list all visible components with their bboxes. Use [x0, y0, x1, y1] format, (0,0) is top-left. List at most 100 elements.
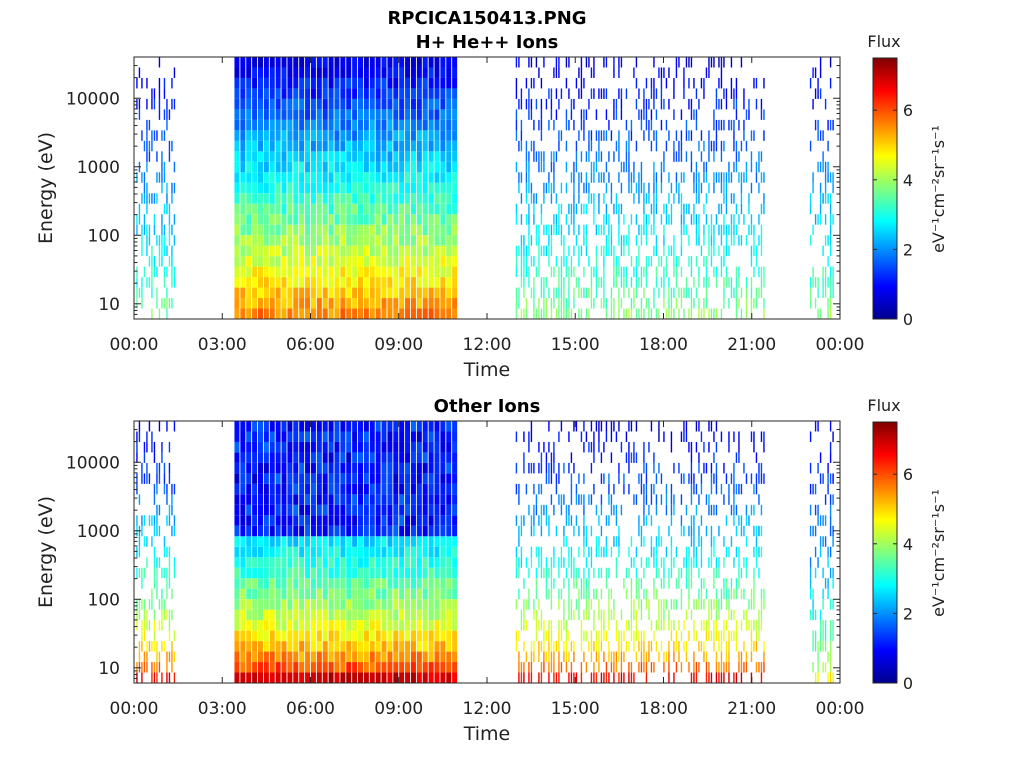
spectrogram-bin — [293, 515, 299, 526]
spectrogram-bin — [523, 266, 525, 278]
spectrogram-bin — [369, 494, 375, 505]
spectrogram-bin — [416, 609, 422, 621]
spectrogram-bin — [299, 224, 305, 236]
spectrogram-bin — [168, 298, 171, 309]
spectrogram-bin — [718, 77, 720, 89]
spectrogram-bin — [648, 130, 650, 141]
spectrogram-bin — [287, 525, 293, 537]
spectrogram-bin — [653, 287, 655, 299]
spectrogram-bin — [563, 557, 565, 568]
spectrogram-bin — [166, 308, 168, 319]
spectrogram-bin — [603, 287, 605, 299]
y-tick-label: 10 — [98, 659, 120, 679]
spectrogram-bin — [608, 235, 610, 246]
spectrogram-bin — [369, 641, 375, 652]
spectrogram-bin — [381, 182, 387, 194]
spectrogram-bin — [168, 651, 171, 663]
spectrogram-bin — [655, 182, 658, 194]
spectrogram-bin — [563, 536, 565, 547]
spectrogram-bin — [530, 662, 533, 673]
spectrogram-bin — [138, 431, 141, 442]
spectrogram-bin — [275, 77, 281, 89]
spectrogram-bin — [287, 462, 293, 474]
spectrogram-bin — [316, 235, 322, 246]
spectrogram-bin — [263, 588, 269, 600]
spectrogram-bin — [322, 441, 328, 453]
spectrogram-bin — [161, 182, 163, 194]
spectrogram-bin — [369, 421, 375, 432]
spectrogram-bin — [750, 287, 753, 299]
spectrogram-bin — [240, 557, 246, 568]
spectrogram-bin — [393, 441, 399, 453]
spectrogram-bin — [703, 578, 705, 589]
spectrogram-bin — [755, 662, 758, 673]
spectrogram-bin — [358, 98, 364, 110]
spectrogram-bin — [738, 452, 740, 463]
spectrogram-bin — [340, 67, 346, 78]
spectrogram-bin — [528, 266, 530, 278]
spectrogram-bin — [234, 483, 240, 495]
spectrogram-bin — [369, 77, 375, 89]
spectrogram-bin — [608, 515, 610, 526]
spectrogram-bin — [416, 57, 422, 68]
spectrogram-bin — [728, 119, 730, 131]
spectrogram-bin — [358, 47, 363, 57]
spectrogram-bin — [635, 567, 638, 579]
spectrogram-bin — [161, 130, 163, 141]
spectrogram-bin — [352, 599, 358, 610]
spectrogram-bin — [545, 462, 548, 474]
spectrogram-bin — [422, 588, 428, 600]
spectrogram-bin — [316, 494, 322, 505]
spectrogram-bin — [523, 308, 525, 319]
spectrogram-bin — [240, 441, 246, 453]
spectrogram-bin — [252, 546, 258, 558]
spectrogram-bin — [755, 536, 758, 547]
spectrogram-bin — [618, 235, 620, 246]
spectrogram-bin — [520, 277, 523, 288]
spectrogram-bin — [275, 151, 281, 162]
spectrogram-bin — [399, 308, 405, 319]
spectrogram-bin — [240, 504, 246, 516]
spectrogram-bin — [440, 525, 446, 537]
y-tick-label: 10000 — [66, 89, 120, 109]
spectrogram-bin — [824, 182, 827, 194]
spectrogram-bin — [322, 630, 328, 642]
spectrogram-bin — [698, 140, 700, 152]
spectrogram-bin — [814, 298, 817, 309]
spectrogram-bin — [638, 473, 640, 484]
spectrogram-bin — [434, 203, 440, 215]
spectrogram-bin — [708, 67, 710, 78]
spectrogram-bin — [760, 672, 763, 683]
spectrogram-bin — [316, 287, 322, 299]
spectrogram-bin — [583, 494, 585, 505]
spectrogram-bin — [399, 672, 405, 683]
spectrogram-bin — [550, 662, 553, 673]
spectrogram-bin — [603, 130, 605, 141]
spectrogram-bin — [528, 588, 530, 600]
spectrogram-bin — [422, 88, 428, 99]
spectrogram-bin — [316, 119, 322, 131]
spectrogram-bin — [399, 609, 405, 621]
spectrogram-bin — [428, 431, 434, 442]
spectrogram-bin — [829, 421, 832, 432]
spectrogram-bin — [252, 672, 258, 683]
spectrogram-bin — [393, 256, 399, 267]
spectrogram-bin — [352, 172, 358, 183]
spectrogram-bin — [148, 224, 151, 236]
spectrogram-bin — [520, 662, 523, 673]
spectrogram-bin — [328, 557, 334, 568]
spectrogram-bin — [733, 431, 735, 442]
spectrogram-bin — [555, 641, 558, 652]
spectrogram-bin — [428, 462, 434, 474]
spectrogram-bin — [446, 567, 452, 579]
spectrogram-bin — [685, 609, 688, 621]
spectrogram-bin — [299, 57, 305, 68]
spectrogram-bin — [690, 57, 693, 68]
spectrogram-bin — [416, 578, 422, 589]
spectrogram-bin — [434, 557, 440, 568]
spectrogram-bin — [410, 525, 416, 537]
spectrogram-bin — [316, 473, 322, 484]
spectrogram-bin — [675, 578, 678, 589]
spectrogram-bin — [363, 67, 369, 78]
spectrogram-bin — [316, 536, 322, 547]
